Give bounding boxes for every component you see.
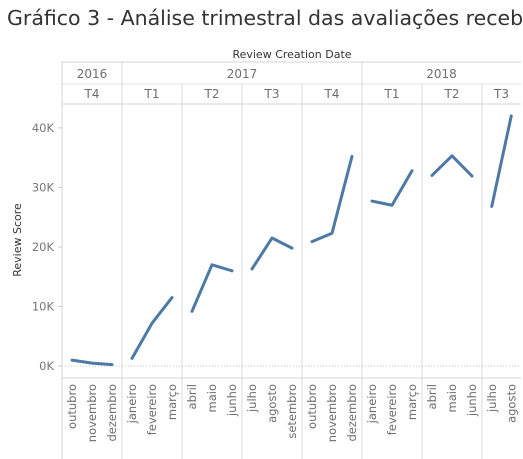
x-tick-label: agosto xyxy=(265,384,279,423)
x-axis-ticks: outubro novembro dezembro janeiro fevereiro m… xyxy=(65,384,518,442)
y-axis-ticks: 0K 10K 20K 30K 40K xyxy=(32,121,62,373)
x-tick-label: janeiro xyxy=(365,384,379,424)
column-header: Review Creation Date xyxy=(232,48,351,61)
y-tick-label: 30K xyxy=(32,180,55,194)
quarter-label: T4 xyxy=(84,87,100,101)
series-line-2018-T1 xyxy=(370,169,414,207)
year-label: 2018 xyxy=(426,67,457,81)
y-axis-label: Review Score xyxy=(11,203,24,277)
x-tick-label: maio xyxy=(445,384,459,412)
quarter-label: T1 xyxy=(384,87,400,101)
series-line-2017-T4 xyxy=(310,154,354,244)
x-tick-label: setembro xyxy=(285,384,299,439)
y-tick-label: 40K xyxy=(32,121,55,135)
chart-title: Gráfico 3 - Análise trimestral das avali… xyxy=(7,6,523,30)
quarter-label: T4 xyxy=(324,87,340,101)
y-tick-label: 0K xyxy=(39,359,54,373)
x-tick-label: agosto xyxy=(504,384,518,423)
series-line-2017-T2 xyxy=(190,263,234,313)
year-label: 2016 xyxy=(77,67,108,81)
x-tick-label: novembro xyxy=(85,384,99,442)
quarter-label: T1 xyxy=(144,87,160,101)
y-tick-label: 10K xyxy=(32,300,55,314)
x-tick-label: julho xyxy=(485,384,499,413)
series-line-2017-T3 xyxy=(250,236,294,271)
x-tick-label: junho xyxy=(465,384,479,417)
series-lines xyxy=(70,114,513,367)
quarter-label: T2 xyxy=(444,87,460,101)
grid-layer xyxy=(61,61,521,459)
x-tick-label: dezembro xyxy=(105,384,119,442)
series-line-2018-T2 xyxy=(430,154,474,178)
quarter-label: T3 xyxy=(493,87,509,101)
quarter-label: T3 xyxy=(264,87,280,101)
x-tick-label: novembro xyxy=(325,384,339,442)
series-line-2016-T4 xyxy=(70,358,114,367)
x-tick-label: maio xyxy=(205,384,219,412)
x-tick-label: março xyxy=(165,384,179,420)
x-tick-label: janeiro xyxy=(125,384,139,424)
x-tick-label: fevereiro xyxy=(145,384,159,435)
x-tick-label: abril xyxy=(425,384,439,409)
quarter-label: T2 xyxy=(204,87,220,101)
series-line-2018-T3 xyxy=(490,114,513,208)
series-line-2017-T1 xyxy=(130,296,174,360)
x-tick-label: março xyxy=(405,384,419,420)
x-tick-label: outubro xyxy=(305,384,319,429)
x-tick-label: junho xyxy=(225,384,239,417)
x-tick-label: dezembro xyxy=(345,384,359,442)
year-label: 2017 xyxy=(227,67,258,81)
x-tick-label: fevereiro xyxy=(385,384,399,435)
header-layer: 2016 2017 2018 T4 T1 T2 T3 T4 T1 T2 T3 xyxy=(77,67,509,101)
x-tick-label: outubro xyxy=(65,384,79,429)
x-tick-label: abril xyxy=(185,384,199,409)
y-tick-label: 20K xyxy=(32,240,55,254)
x-tick-label: julho xyxy=(245,384,259,413)
